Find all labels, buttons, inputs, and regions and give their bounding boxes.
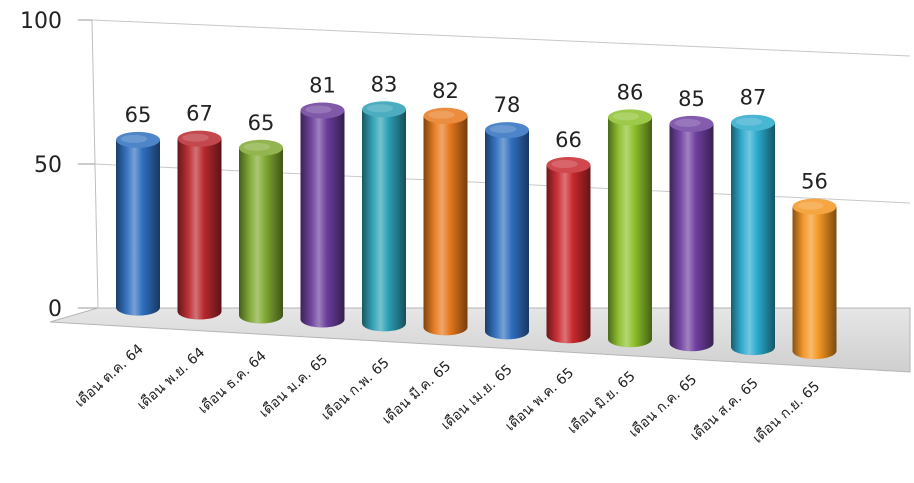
bar-top-highlight	[243, 142, 271, 151]
data-label: 86	[617, 80, 644, 104]
bar-top-highlight	[674, 118, 701, 127]
data-label: 65	[248, 111, 275, 135]
data-label: 87	[740, 86, 767, 110]
bar-top-highlight	[305, 105, 332, 114]
bar-top-highlight	[428, 110, 455, 119]
bar	[669, 115, 714, 352]
bar-top-highlight	[489, 125, 517, 134]
bar	[608, 109, 652, 348]
data-label: 66	[555, 128, 582, 152]
bar-body	[608, 117, 652, 348]
bar-body	[362, 109, 406, 332]
data-label: 67	[186, 102, 213, 126]
bar-body	[669, 123, 714, 352]
bar-body	[792, 206, 837, 360]
y-tick-label: 50	[34, 153, 62, 178]
bar	[116, 131, 160, 316]
bar-top-highlight	[551, 160, 578, 169]
data-label: 78	[494, 93, 521, 117]
bar	[792, 198, 837, 360]
bar	[300, 102, 345, 328]
bar	[239, 139, 283, 324]
data-label: 83	[371, 72, 398, 96]
bar-body	[731, 122, 775, 356]
data-label: 56	[801, 170, 828, 194]
bar	[423, 107, 468, 336]
bar-body	[300, 110, 345, 328]
bar	[177, 130, 222, 320]
bar	[731, 114, 775, 356]
bar-body	[546, 165, 591, 344]
data-label: 81	[309, 73, 336, 97]
bar-body	[116, 139, 160, 316]
bar-body	[239, 147, 283, 324]
bar-body	[177, 138, 222, 320]
bar-top-highlight	[120, 134, 148, 143]
x-tick-label: เดือน ก.ย. 65	[750, 378, 823, 446]
bar	[546, 157, 591, 344]
bar	[362, 101, 406, 332]
bar-top-highlight	[612, 112, 640, 121]
bar-top-highlight	[797, 201, 824, 210]
bar-top-highlight	[182, 133, 209, 142]
y-tick-label: 0	[48, 297, 62, 322]
bar-body	[485, 130, 529, 340]
data-label: 65	[125, 103, 152, 127]
data-label: 85	[678, 87, 705, 111]
y-tick-label: 100	[20, 9, 62, 34]
gridline-100	[91, 19, 911, 57]
bar-top-highlight	[735, 117, 763, 126]
bar-body	[423, 115, 468, 336]
bar	[485, 122, 529, 340]
bar-top-highlight	[366, 104, 394, 113]
data-label: 82	[432, 79, 459, 103]
